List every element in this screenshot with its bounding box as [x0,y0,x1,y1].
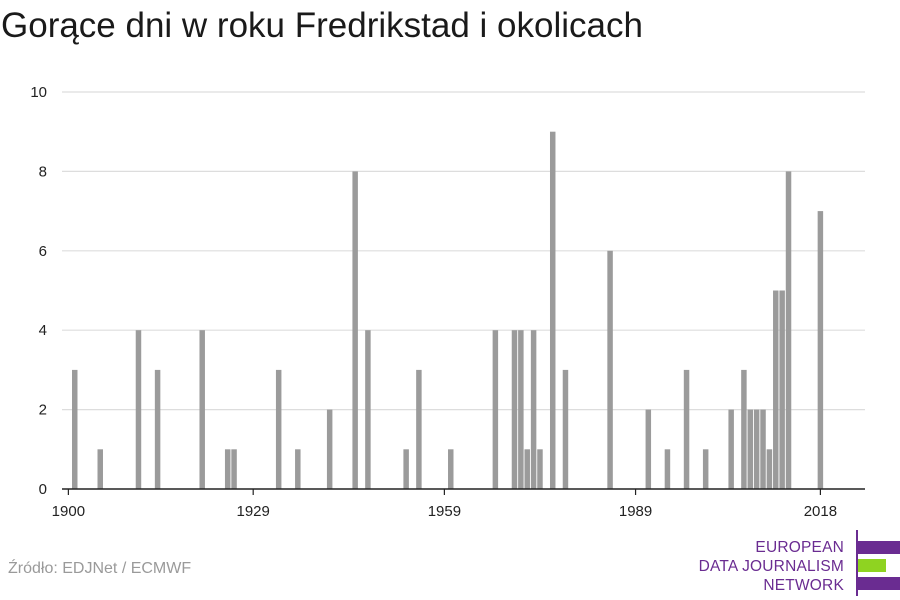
bar [785,171,792,489]
bar [352,171,358,489]
bar [549,131,556,489]
bars [72,131,824,489]
logo-bar-middle [858,559,886,572]
bar [741,369,747,489]
x-tick-label: 1989 [619,503,652,520]
bar [728,409,734,489]
y-tick-label: 8 [39,163,47,180]
bar [683,369,690,489]
bar [231,449,237,489]
edjnet-logo[interactable]: EUROPEAN DATA JOURNALISM NETWORK [690,530,900,596]
logo-line-3: NETWORK [763,577,844,594]
bar [403,449,409,489]
bar [295,449,301,489]
y-axis-ticks: 0 2 4 6 8 10 [30,84,47,498]
bar [760,409,766,489]
logo-divider [856,530,858,596]
logo-bar-top [858,541,900,554]
y-tick-label: 10 [30,84,47,101]
logo-bar-bottom [858,577,900,590]
bar [779,290,785,489]
logo-line-1: EUROPEAN [755,539,844,556]
bar [664,449,671,489]
bar [524,449,530,489]
bar [753,409,760,489]
x-axis-ticks: 1900 1929 1959 1989 2018 [52,489,837,520]
bar [562,369,569,489]
bar [817,211,824,489]
bar [537,449,543,489]
bar [607,250,613,489]
y-tick-label: 0 [39,481,47,498]
bar [416,369,422,489]
bar [97,449,103,489]
source-note: Źródło: EDJNet / ECMWF [8,560,192,577]
chart-title: Gorące dni w roku Fredrikstad i okolicac… [1,6,643,45]
bar [365,330,371,489]
bar [199,330,205,489]
bar [224,449,231,489]
bar [448,449,454,489]
bar [747,409,754,489]
y-tick-label: 4 [39,322,47,339]
bar [326,409,333,489]
y-tick-label: 6 [39,243,47,260]
bar [766,449,773,489]
x-tick-label: 1929 [237,503,270,520]
bar [154,369,161,489]
bar [492,330,499,489]
bar [773,290,779,489]
logo-line-2: DATA JOURNALISM [698,558,844,575]
bar [135,330,142,489]
bar [702,449,709,489]
x-tick-label: 1900 [52,503,85,520]
bar [511,330,518,489]
x-tick-label: 2018 [804,503,837,520]
y-tick-label: 2 [39,402,47,419]
x-tick-label: 1959 [428,503,461,520]
bar [518,330,524,489]
grid-lines [62,91,865,411]
bar [530,330,537,489]
bar [72,369,78,489]
bar [645,409,652,489]
bar [275,369,282,489]
